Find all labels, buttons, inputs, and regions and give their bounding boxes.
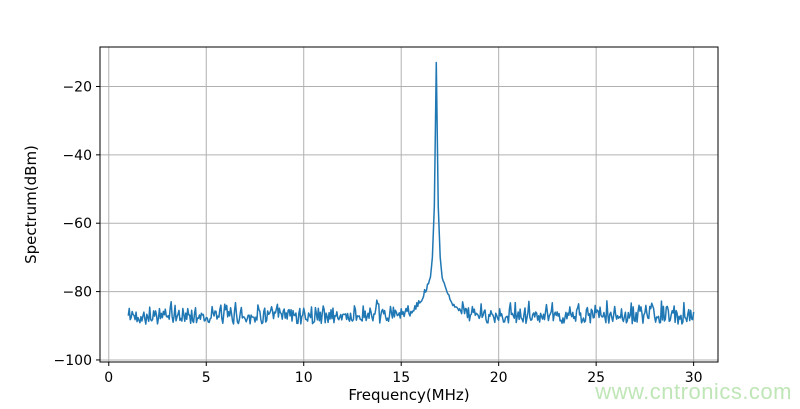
x-tick-label-30: 30 (685, 370, 703, 386)
x-tick-label-20: 20 (490, 370, 508, 386)
y-tick-label--20: −20 (62, 79, 92, 95)
y-tick-label--40: −40 (62, 148, 92, 164)
y-tick-label--60: −60 (62, 216, 92, 232)
x-tick-label-15: 15 (392, 370, 410, 386)
y-tick-label--100: −100 (54, 353, 92, 369)
y-axis-label: Spectrum(dBm) (22, 145, 40, 264)
x-tick-label-25: 25 (587, 370, 605, 386)
x-tick-label-10: 10 (295, 370, 313, 386)
x-axis-label: Frequency(MHz) (348, 386, 469, 404)
y-tick-label--80: −80 (62, 285, 92, 301)
x-tick-label-0: 0 (104, 370, 113, 386)
x-tick-label-5: 5 (202, 370, 211, 386)
plot-border (99, 46, 719, 363)
spectrum-trace (127, 61, 695, 325)
